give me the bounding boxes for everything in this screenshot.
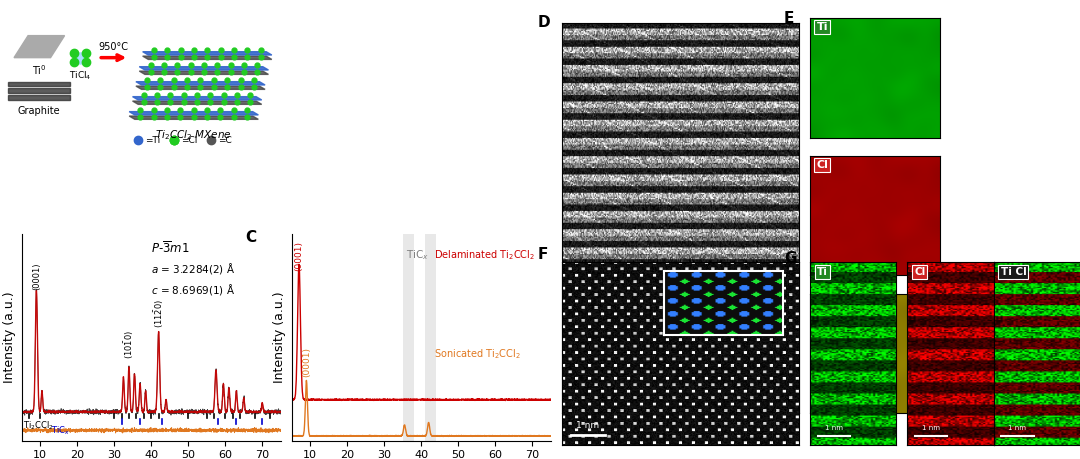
Polygon shape — [136, 86, 265, 90]
Polygon shape — [133, 97, 261, 100]
Text: C: C — [816, 297, 825, 308]
Text: D: D — [538, 15, 551, 30]
Polygon shape — [139, 71, 269, 74]
Text: =Ti: =Ti — [145, 136, 160, 145]
Bar — [403, 234, 414, 441]
Text: 1 nm: 1 nm — [825, 425, 842, 431]
Polygon shape — [9, 95, 70, 100]
Text: Ti$_2$CCl$_2$ MXene: Ti$_2$CCl$_2$ MXene — [156, 128, 232, 141]
Text: Sonicated Ti$_2$CCl$_2$: Sonicated Ti$_2$CCl$_2$ — [434, 348, 521, 362]
Text: TiCl$_4$: TiCl$_4$ — [69, 70, 92, 82]
Text: 1 nm: 1 nm — [577, 421, 599, 430]
Text: (0001): (0001) — [295, 241, 303, 271]
Text: Ti$^0$: Ti$^0$ — [32, 63, 46, 77]
Polygon shape — [130, 112, 258, 115]
Text: $a$ = 3.2284(2) Å: $a$ = 3.2284(2) Å — [151, 261, 235, 276]
Y-axis label: Intensity (a.u.): Intensity (a.u.) — [273, 291, 286, 383]
Text: 1 nm: 1 nm — [922, 425, 940, 431]
Text: G: G — [784, 251, 797, 266]
Text: (0001): (0001) — [32, 262, 41, 290]
Text: Cl: Cl — [816, 160, 828, 170]
Text: =Cl: =Cl — [181, 136, 198, 145]
Text: =C: =C — [218, 136, 231, 145]
Text: E: E — [784, 11, 795, 26]
Polygon shape — [133, 101, 261, 104]
Text: TiC$_x$: TiC$_x$ — [51, 424, 70, 437]
Text: Cl: Cl — [914, 267, 926, 277]
Text: 950°C: 950°C — [98, 42, 129, 52]
Polygon shape — [9, 82, 70, 86]
Polygon shape — [143, 52, 272, 55]
Polygon shape — [130, 116, 258, 119]
Polygon shape — [9, 89, 70, 93]
Text: Ti: Ti — [816, 22, 828, 32]
Polygon shape — [136, 82, 265, 85]
Text: C: C — [245, 230, 256, 245]
Text: (11$\bar{2}$0): (11$\bar{2}$0) — [151, 299, 165, 328]
Text: Graphite: Graphite — [18, 106, 60, 116]
Bar — [424, 234, 436, 441]
Text: Delaminated Ti$_2$CCl$_2$: Delaminated Ti$_2$CCl$_2$ — [434, 248, 536, 263]
Text: $P$-$\overline{3}m1$: $P$-$\overline{3}m1$ — [151, 240, 190, 256]
Text: Ti$_2$CCl$_2$: Ti$_2$CCl$_2$ — [24, 419, 54, 431]
Text: 10 μm: 10 μm — [584, 368, 613, 377]
Text: $c$ = 8.6969(1) Å: $c$ = 8.6969(1) Å — [151, 281, 235, 297]
Text: (10$\bar{1}$0): (10$\bar{1}$0) — [122, 330, 136, 359]
Text: 1 nm: 1 nm — [1009, 425, 1026, 431]
Text: Ti Cl: Ti Cl — [1000, 267, 1026, 277]
Polygon shape — [14, 36, 65, 58]
Text: (0001): (0001) — [302, 347, 312, 377]
Text: TiC$_x$: TiC$_x$ — [406, 248, 429, 262]
Polygon shape — [143, 56, 272, 59]
Text: F: F — [538, 247, 549, 262]
Y-axis label: Intensity (a.u.): Intensity (a.u.) — [3, 291, 16, 383]
Polygon shape — [139, 67, 269, 70]
Text: Ti: Ti — [816, 267, 827, 277]
